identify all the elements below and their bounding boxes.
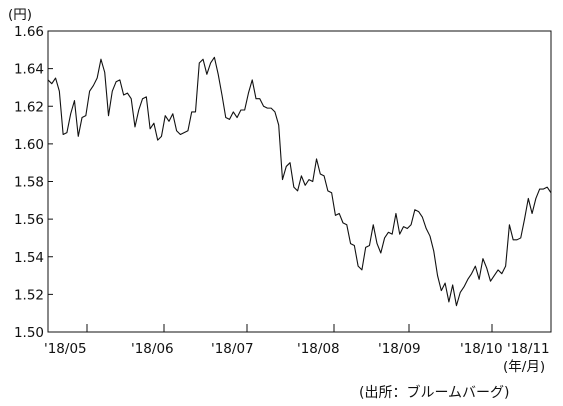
y-tick-label: 1.56 xyxy=(14,212,44,228)
y-tick-label: 1.64 xyxy=(14,62,44,78)
x-tick-label: '18/07 xyxy=(211,341,254,357)
x-tick-label: '18/11 xyxy=(507,341,550,357)
y-tick-label: 1.66 xyxy=(14,24,44,40)
exchange-rate-line xyxy=(47,56,552,307)
y-tick-label: 1.62 xyxy=(14,99,44,115)
x-tick-label: '18/09 xyxy=(378,341,421,357)
y-axis: 1.50 1.52 1.54 1.56 1.58 1.60 1.62 1.64 1.66 xyxy=(14,24,53,341)
y-tick-label: 1.60 xyxy=(14,137,44,153)
x-tick-label: '18/08 xyxy=(297,341,340,357)
x-axis: '18/05 '18/06 '18/07 '18/08 '18/09 '18/10'18/… xyxy=(44,324,550,357)
x-unit-label: (年/月) xyxy=(503,359,545,375)
x-tick-label: '18/06 xyxy=(131,341,174,357)
y-tick-label: 1.52 xyxy=(14,287,44,303)
source-note: (出所：ブルームバーグ) xyxy=(359,384,510,401)
x-tick-label: '18/05 xyxy=(44,341,87,357)
y-tick-label: 1.54 xyxy=(14,250,44,266)
y-tick-label: 1.58 xyxy=(14,175,44,191)
y-tick-label: 1.50 xyxy=(14,325,44,341)
y-unit-label: (円) xyxy=(8,7,32,23)
x-tick-label: '18/10 xyxy=(460,341,503,357)
